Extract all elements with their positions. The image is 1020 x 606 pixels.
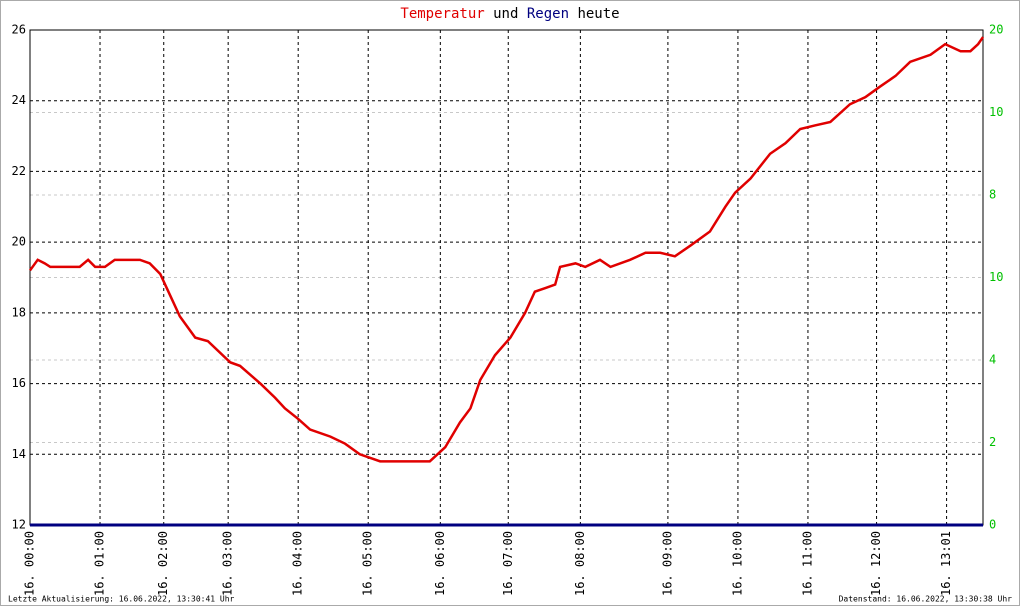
x-tick-label: 16. 09:00 <box>660 531 674 596</box>
series-line <box>28 36 985 463</box>
y2-tick-label: 0 <box>989 518 996 532</box>
y-tick-label: 22 <box>12 164 26 178</box>
y2-tick-label: 8 <box>989 188 996 202</box>
x-tick-label: 16. 05:00 <box>361 531 375 596</box>
y-tick-label: 26 <box>12 23 26 37</box>
x-tick-label: 16. 12:00 <box>869 531 883 596</box>
title-part: Temperatur <box>400 6 484 22</box>
title-part: und <box>493 6 518 22</box>
x-tick-label: 16. 11:00 <box>800 531 814 596</box>
x-tick-label: 16. 13:01 <box>939 531 953 596</box>
x-tick-label: 16. 10:00 <box>730 531 744 596</box>
footer-right: Datenstand: 16.06.2022, 13:30:38 Uhr <box>839 595 1013 604</box>
y-tick-label: 20 <box>12 235 26 249</box>
x-tick-label: 16. 01:00 <box>93 531 107 596</box>
x-tick-label: 16. 02:00 <box>156 531 170 596</box>
y2-tick-label: 2 <box>989 435 996 449</box>
x-tick-label: 16. 07:00 <box>501 531 515 596</box>
y2-tick-label: 4 <box>989 353 996 367</box>
chart-title: Temperatur und Regen heute <box>400 6 619 22</box>
title-part: Regen <box>527 6 569 22</box>
x-tick-label: 16. 06:00 <box>433 531 447 596</box>
x-tick-label: 16. 03:00 <box>221 531 235 596</box>
y2-tick-label: 10 <box>989 105 1003 119</box>
y-tick-label: 12 <box>12 518 26 532</box>
y-tick-label: 16 <box>12 376 26 390</box>
y-tick-label: 24 <box>12 93 26 107</box>
footer-left: Letzte Aktualisierung: 16.06.2022, 13:30… <box>8 595 235 604</box>
x-tick-label: 16. 00:00 <box>23 531 37 596</box>
y2-tick-label: 20 <box>989 23 1003 37</box>
x-tick-label: 16. 08:00 <box>573 531 587 596</box>
x-tick-label: 16. 04:00 <box>291 531 305 596</box>
title-part: heute <box>577 6 619 22</box>
y-tick-label: 18 <box>12 305 26 319</box>
y-tick-label: 14 <box>12 447 26 461</box>
y2-tick-label: 10 <box>989 270 1003 284</box>
